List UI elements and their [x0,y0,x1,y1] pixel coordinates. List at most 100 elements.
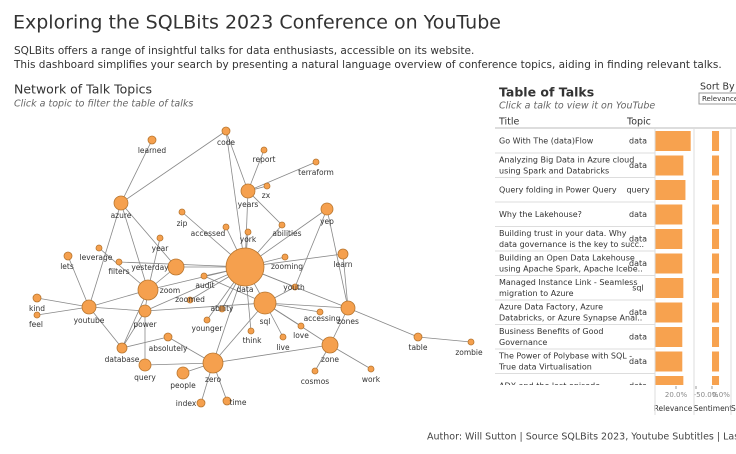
topic-node[interactable] [200,272,208,280]
axis-label: 20.0% [665,391,688,399]
topic-node[interactable] [176,366,190,380]
talk-row[interactable] [495,300,655,325]
topic-node[interactable] [156,234,164,242]
sort-label: Sort By [700,82,735,93]
topic-node[interactable] [253,291,277,315]
topic-node[interactable] [221,126,231,136]
talk-row[interactable] [495,349,655,374]
topic-node[interactable] [138,358,152,372]
talk-topic: data [629,137,647,146]
topic-label: learn [334,260,353,269]
topic-node[interactable] [321,336,339,354]
network: learned code report zx terraform years azure zi… [29,126,483,408]
edge [264,302,349,309]
topic-node[interactable] [196,398,206,408]
topic-node[interactable] [263,182,271,190]
topic-node[interactable] [218,305,226,313]
topic-node[interactable] [240,183,256,199]
topic-label: database [105,355,140,364]
topic-label: york [240,235,257,244]
topic-label: audit [195,281,214,290]
topic-node[interactable] [137,279,159,301]
network-title: Network of Talk Topics [14,82,152,97]
sentiment-bar [712,155,720,176]
measure-header: Relevance [654,404,693,413]
topic-node[interactable] [340,300,356,316]
topic-label: terraform [298,168,334,177]
talk-row[interactable] [495,153,655,178]
topic-node[interactable] [244,228,252,236]
topic-node[interactable] [115,258,123,266]
topic-label: absolutely [149,344,188,353]
topic-node[interactable] [203,316,211,324]
topic-node[interactable] [116,342,128,354]
topic-node[interactable] [247,327,255,335]
talk-row[interactable] [495,374,655,398]
topic-node[interactable] [367,365,375,373]
topic-node[interactable] [222,223,230,231]
talk-title: Managed Instance Link - Seamless [499,278,638,287]
talk-row[interactable] [495,202,655,227]
topic-node[interactable] [316,308,324,316]
talk-row[interactable] [495,178,655,202]
topic-node[interactable] [279,333,287,341]
relevance-bar [655,253,683,274]
talk-row[interactable] [495,227,655,251]
topic-node[interactable] [337,248,349,260]
topic-node[interactable] [222,396,232,406]
relevance-bar [655,155,684,176]
topic-node[interactable] [63,251,73,261]
topic-label: yesterday [131,263,169,272]
topic-node[interactable] [281,253,289,261]
topic-node[interactable] [138,304,152,318]
relevance-bar [655,229,683,249]
talk-title: using Apache Spark, Apache Icebe.. [499,265,643,274]
topic-node[interactable] [297,322,305,330]
relevance-bar [655,351,683,372]
topic-node[interactable] [467,338,475,346]
topic-node[interactable] [81,299,97,315]
topic-node[interactable] [413,332,423,342]
edge [121,310,146,349]
topic-label: zip [177,219,188,228]
sort-dropdown[interactable] [698,92,736,105]
edge [88,306,123,349]
topic-node[interactable] [278,221,286,229]
topic-label: zooming [271,262,303,271]
edge [247,161,317,192]
talk-row[interactable] [495,276,655,300]
talk-row[interactable] [495,325,655,349]
topic-label: lets [60,262,74,271]
topic-node[interactable] [225,247,265,287]
column-header: Title [498,117,520,128]
topic-node[interactable] [32,293,42,303]
topic-node[interactable] [167,258,185,276]
sentiment-bar [712,253,720,274]
topic-node[interactable] [260,146,268,154]
topic-node[interactable] [291,283,299,291]
topic-node[interactable] [311,367,319,375]
topic-node[interactable] [113,195,129,211]
edge [88,306,146,312]
topic-label: azure [111,211,132,220]
edge [121,289,149,349]
topic-node[interactable] [33,311,41,319]
sentiment-bar [712,229,720,249]
measure-header: Sentiment [694,404,733,413]
edge [98,247,149,291]
topic-node[interactable] [95,244,103,252]
topic-node[interactable] [186,296,194,304]
topic-node[interactable] [202,352,224,374]
topic-node[interactable] [312,158,320,166]
sentiment-bar [712,204,720,225]
talk-topic: data [629,259,647,268]
topic-node[interactable] [163,332,173,342]
description: This dashboard simplifies your search by… [13,59,722,71]
topic-node[interactable] [147,135,157,145]
talk-row[interactable] [495,251,655,276]
edge [120,130,227,204]
topic-node[interactable] [320,202,334,216]
topic-label: zombie [455,348,483,357]
talk-row[interactable] [495,129,655,153]
topic-node[interactable] [178,208,186,216]
